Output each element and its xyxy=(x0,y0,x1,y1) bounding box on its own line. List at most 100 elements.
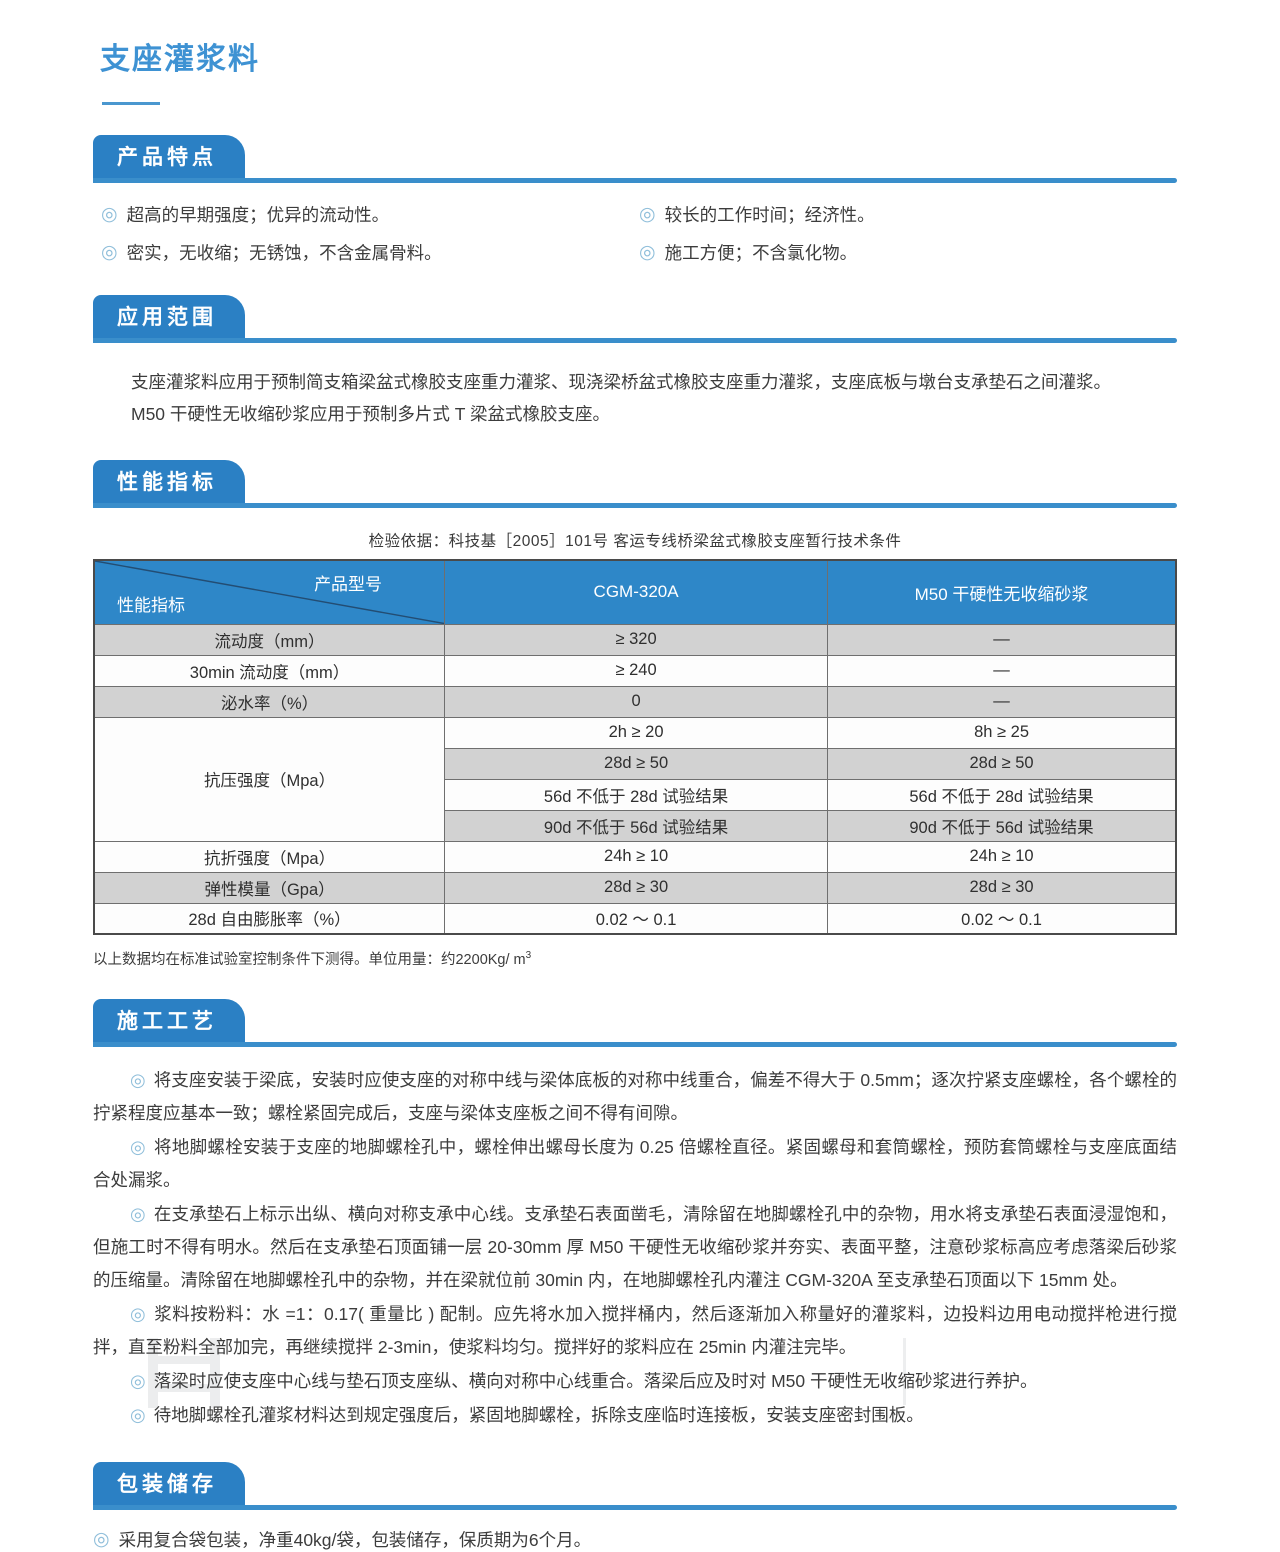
cell-value: 28d ≥ 30 xyxy=(444,871,829,904)
construction-steps: ◎ 将支座安装于梁底，安装时应使支座的对称中线与梁体底板的对称中线重合，偏差不得大… xyxy=(93,1064,1177,1432)
scan-artifact-line xyxy=(903,1338,906,1405)
table-row: 流动度（mm） ≥ 320 — xyxy=(93,623,1177,656)
feature-text: 施工方便；不含氯化物。 xyxy=(664,243,858,263)
cell-value: 56d 不低于 28d 试验结果 xyxy=(827,778,1177,811)
ring-bullet-icon: ◎ xyxy=(101,242,118,263)
section-packaging-header: 包装储存 xyxy=(93,1462,1177,1510)
cell-value: 90d 不低于 56d 试验结果 xyxy=(444,809,829,842)
section-rule xyxy=(93,503,1177,508)
cell-value: 56d 不低于 28d 试验结果 xyxy=(444,778,829,811)
cell-value: 0 xyxy=(444,685,829,718)
step-paragraph: ◎ 落梁时应使支座中心线与垫石顶支座纵、横向对称中心线重合。落梁后应及时对 M50… xyxy=(93,1365,1177,1398)
cell-value: 28d ≥ 30 xyxy=(827,871,1177,904)
corner-label-product-model: 产品型号 xyxy=(314,575,383,594)
section-rule xyxy=(93,338,1177,343)
step-paragraph: ◎ 将地脚螺栓安装于支座的地脚螺栓孔中，螺栓伸出螺母长度为 0.25 倍螺栓直径。… xyxy=(93,1131,1177,1197)
paragraph: 支座灌浆料应用于预制简支箱梁盆式橡胶支座重力灌浆、现浇梁桥盆式橡胶支座重力灌浆，… xyxy=(131,372,1111,392)
ring-bullet-icon: ◎ xyxy=(130,1405,146,1425)
row-label: 28d 自由膨胀率（%） xyxy=(93,902,446,935)
section-tab-performance: 性能指标 xyxy=(93,460,245,503)
feature-text: 较长的工作时间；经济性。 xyxy=(664,205,875,225)
ring-bullet-icon: ◎ xyxy=(130,1070,146,1090)
row-label: 30min 流动度（mm） xyxy=(93,654,446,687)
cell-value: — xyxy=(827,623,1177,656)
row-label: 抗折强度（Mpa） xyxy=(93,840,446,873)
ring-bullet-icon: ◎ xyxy=(130,1304,147,1324)
diagonal-divider xyxy=(95,561,444,624)
feature-text: 超高的早期强度；优异的流动性。 xyxy=(126,205,390,225)
cell-value: ≥ 320 xyxy=(444,623,829,656)
table-row: 泌水率（%） 0 — xyxy=(93,685,1177,718)
table-row: 抗压强度（Mpa） 2h ≥ 20 8h ≥ 25 xyxy=(93,716,1177,842)
cell-value: — xyxy=(827,654,1177,687)
step-text: 待地脚螺栓孔灌浆材料达到规定强度后，紧固地脚螺栓，拆除支座临时连接板，安装支座密… xyxy=(153,1405,924,1425)
column-header-m50: M50 干硬性无收缩砂浆 xyxy=(827,559,1177,625)
row-label: 流动度（mm） xyxy=(93,623,446,656)
packaging-text: 采用复合袋包装，净重40kg/袋，包装储存，保质期为6个月。 xyxy=(118,1530,592,1550)
scan-artifact-ladder xyxy=(148,1338,220,1408)
step-paragraph: ◎ 浆料按粉料：水 =1：0.17( 重量比 ) 配制。应先将水加入搅拌桶内，然后… xyxy=(93,1298,1177,1364)
step-text: 在支承垫石上标示出纵、横向对称支承中心线。支承垫石表面凿毛，清除留在地脚螺栓孔中… xyxy=(93,1204,1177,1290)
cell-value: 0.02 ～ 0.1 xyxy=(827,902,1177,935)
column-header-cgm320a: CGM-320A xyxy=(444,559,829,625)
section-tab-packaging: 包装储存 xyxy=(93,1462,245,1505)
step-paragraph: ◎ 将支座安装于梁底，安装时应使支座的对称中线与梁体底板的对称中线重合，偏差不得大… xyxy=(93,1064,1177,1130)
ring-bullet-icon: ◎ xyxy=(93,1529,110,1550)
table-row: 28d ≥ 50 28d ≥ 50 xyxy=(94,747,1177,780)
cell-value: ≥ 240 xyxy=(444,654,829,687)
feature-text: 密实，无收缩；无锈蚀，不含金属骨料。 xyxy=(126,243,442,263)
section-rule xyxy=(93,1042,1177,1047)
cell-value: 24h ≥ 10 xyxy=(444,840,829,873)
row-label: 泌水率（%） xyxy=(93,685,446,718)
section-construction-header: 施工工艺 xyxy=(93,999,1177,1047)
cell-value: 24h ≥ 10 xyxy=(827,840,1177,873)
cell-value: 28d ≥ 50 xyxy=(444,747,829,780)
step-text: 将支座安装于梁底，安装时应使支座的对称中线与梁体底板的对称中线重合，偏差不得大于… xyxy=(93,1070,1177,1123)
application-text: 支座灌浆料应用于预制简支箱梁盆式橡胶支座重力灌浆、现浇梁桥盆式橡胶支座重力灌浆，… xyxy=(131,366,1177,430)
footnote-superscript: 3 xyxy=(525,950,532,962)
section-tab-construction: 施工工艺 xyxy=(93,999,245,1042)
performance-table: 产品型号 性能指标 CGM-320A M50 干硬性无收缩砂浆 流动度（mm） … xyxy=(93,559,1177,935)
step-text: 浆料按粉料：水 =1：0.17( 重量比 ) 配制。应先将水加入搅拌桶内，然后逐… xyxy=(93,1304,1177,1357)
list-item: ◎ 施工方便；不含氯化物。 xyxy=(639,240,1177,265)
table-row: 90d 不低于 56d 试验结果 90d 不低于 56d 试验结果 xyxy=(94,809,1177,842)
features-list: ◎ 超高的早期强度；优异的流动性。 ◎ 较长的工作时间；经济性。 ◎ 密实，无收… xyxy=(101,202,1177,265)
step-paragraph: ◎ 待地脚螺栓孔灌浆材料达到规定强度后，紧固地脚螺栓，拆除支座临时连接板，安装支座… xyxy=(93,1399,1177,1432)
table-footnote: 以上数据均在标准试验室控制条件下测得。单位用量：约2200Kg/ m3 xyxy=(93,948,1177,969)
packaging-text-line: ◎ 采用复合袋包装，净重40kg/袋，包装储存，保质期为6个月。 xyxy=(93,1527,1177,1552)
section-application-header: 应用范围 xyxy=(93,295,1177,343)
step-text: 将地脚螺栓安装于支座的地脚螺栓孔中，螺栓伸出螺母长度为 0.25 倍螺栓直径。紧… xyxy=(93,1137,1177,1190)
cell-value: 0.02 ～ 0.1 xyxy=(444,902,829,935)
row-label-compressive: 抗压强度（Mpa） xyxy=(93,716,446,842)
ring-bullet-icon: ◎ xyxy=(130,1371,146,1391)
table-row: 30min 流动度（mm） ≥ 240 — xyxy=(93,654,1177,687)
section-rule xyxy=(93,178,1177,183)
cell-value: 28d ≥ 50 xyxy=(827,747,1177,780)
table-header-row: 产品型号 性能指标 CGM-320A M50 干硬性无收缩砂浆 xyxy=(93,559,1177,625)
table-row: 弹性模量（Gpa） 28d ≥ 30 28d ≥ 30 xyxy=(93,871,1177,904)
cell-value: 8h ≥ 25 xyxy=(827,716,1177,749)
step-paragraph: ◎ 在支承垫石上标示出纵、横向对称支承中心线。支承垫石表面凿毛，清除留在地脚螺栓孔… xyxy=(93,1198,1177,1297)
step-text: 落梁时应使支座中心线与垫石顶支座纵、横向对称中心线重合。落梁后应及时对 M50 … xyxy=(153,1371,1038,1391)
ring-bullet-icon: ◎ xyxy=(130,1204,146,1224)
table-corner-cell: 产品型号 性能指标 xyxy=(93,559,446,625)
list-item: ◎ 超高的早期强度；优异的流动性。 xyxy=(101,202,639,227)
table-row: 抗折强度（Mpa） 24h ≥ 10 24h ≥ 10 xyxy=(93,840,1177,873)
cell-value: — xyxy=(827,685,1177,718)
section-features-header: 产品特点 xyxy=(93,135,1177,183)
list-item: ◎ 密实，无收缩；无锈蚀，不含金属骨料。 xyxy=(101,240,639,265)
section-tab-application: 应用范围 xyxy=(93,295,245,338)
footnote-text: 以上数据均在标准试验室控制条件下测得。单位用量：约2200Kg/ m xyxy=(93,952,526,968)
ring-bullet-icon: ◎ xyxy=(130,1137,147,1157)
title-underline xyxy=(102,102,160,105)
section-tab-features: 产品特点 xyxy=(93,135,245,178)
cell-value: 2h ≥ 20 xyxy=(444,716,829,749)
ring-bullet-icon: ◎ xyxy=(101,204,118,225)
corner-label-performance-index: 性能指标 xyxy=(117,595,185,615)
ring-bullet-icon: ◎ xyxy=(639,204,656,225)
section-performance-header: 性能指标 xyxy=(93,460,1177,508)
ring-bullet-icon: ◎ xyxy=(639,242,656,263)
paragraph: M50 干硬性无收缩砂浆应用于预制多片式 T 梁盆式橡胶支座。 xyxy=(131,404,611,424)
table-row: 28d 自由膨胀率（%） 0.02 ～ 0.1 0.02 ～ 0.1 xyxy=(93,902,1177,935)
